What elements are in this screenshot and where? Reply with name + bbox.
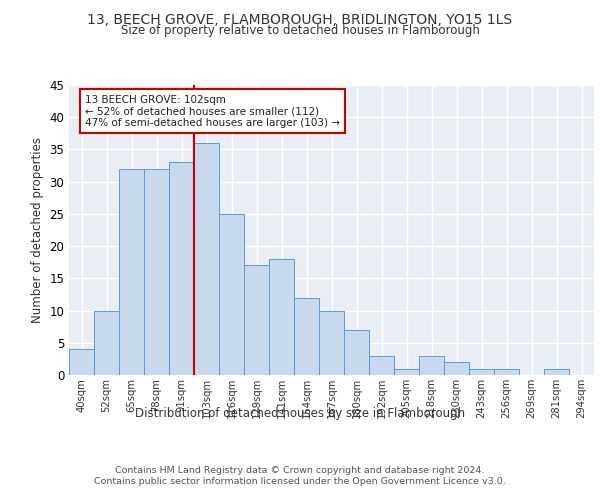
Text: 13 BEECH GROVE: 102sqm
← 52% of detached houses are smaller (112)
47% of semi-de: 13 BEECH GROVE: 102sqm ← 52% of detached…	[85, 94, 340, 128]
Bar	[219, 214, 244, 375]
Text: Contains public sector information licensed under the Open Government Licence v3: Contains public sector information licen…	[94, 478, 506, 486]
Bar	[269, 259, 294, 375]
Bar	[169, 162, 194, 375]
Bar	[469, 368, 494, 375]
Bar	[544, 368, 569, 375]
Bar	[194, 143, 219, 375]
Text: Size of property relative to detached houses in Flamborough: Size of property relative to detached ho…	[121, 24, 479, 37]
Bar	[444, 362, 469, 375]
Bar	[319, 310, 344, 375]
Bar	[94, 310, 119, 375]
Bar	[369, 356, 394, 375]
Bar	[69, 349, 94, 375]
Bar	[394, 368, 419, 375]
Bar	[244, 266, 269, 375]
Text: Distribution of detached houses by size in Flamborough: Distribution of detached houses by size …	[135, 408, 465, 420]
Bar	[294, 298, 319, 375]
Bar	[119, 169, 144, 375]
Bar	[419, 356, 444, 375]
Text: Contains HM Land Registry data © Crown copyright and database right 2024.: Contains HM Land Registry data © Crown c…	[115, 466, 485, 475]
Bar	[344, 330, 369, 375]
Text: 13, BEECH GROVE, FLAMBOROUGH, BRIDLINGTON, YO15 1LS: 13, BEECH GROVE, FLAMBOROUGH, BRIDLINGTO…	[88, 12, 512, 26]
Y-axis label: Number of detached properties: Number of detached properties	[31, 137, 44, 323]
Bar	[494, 368, 519, 375]
Bar	[144, 169, 169, 375]
